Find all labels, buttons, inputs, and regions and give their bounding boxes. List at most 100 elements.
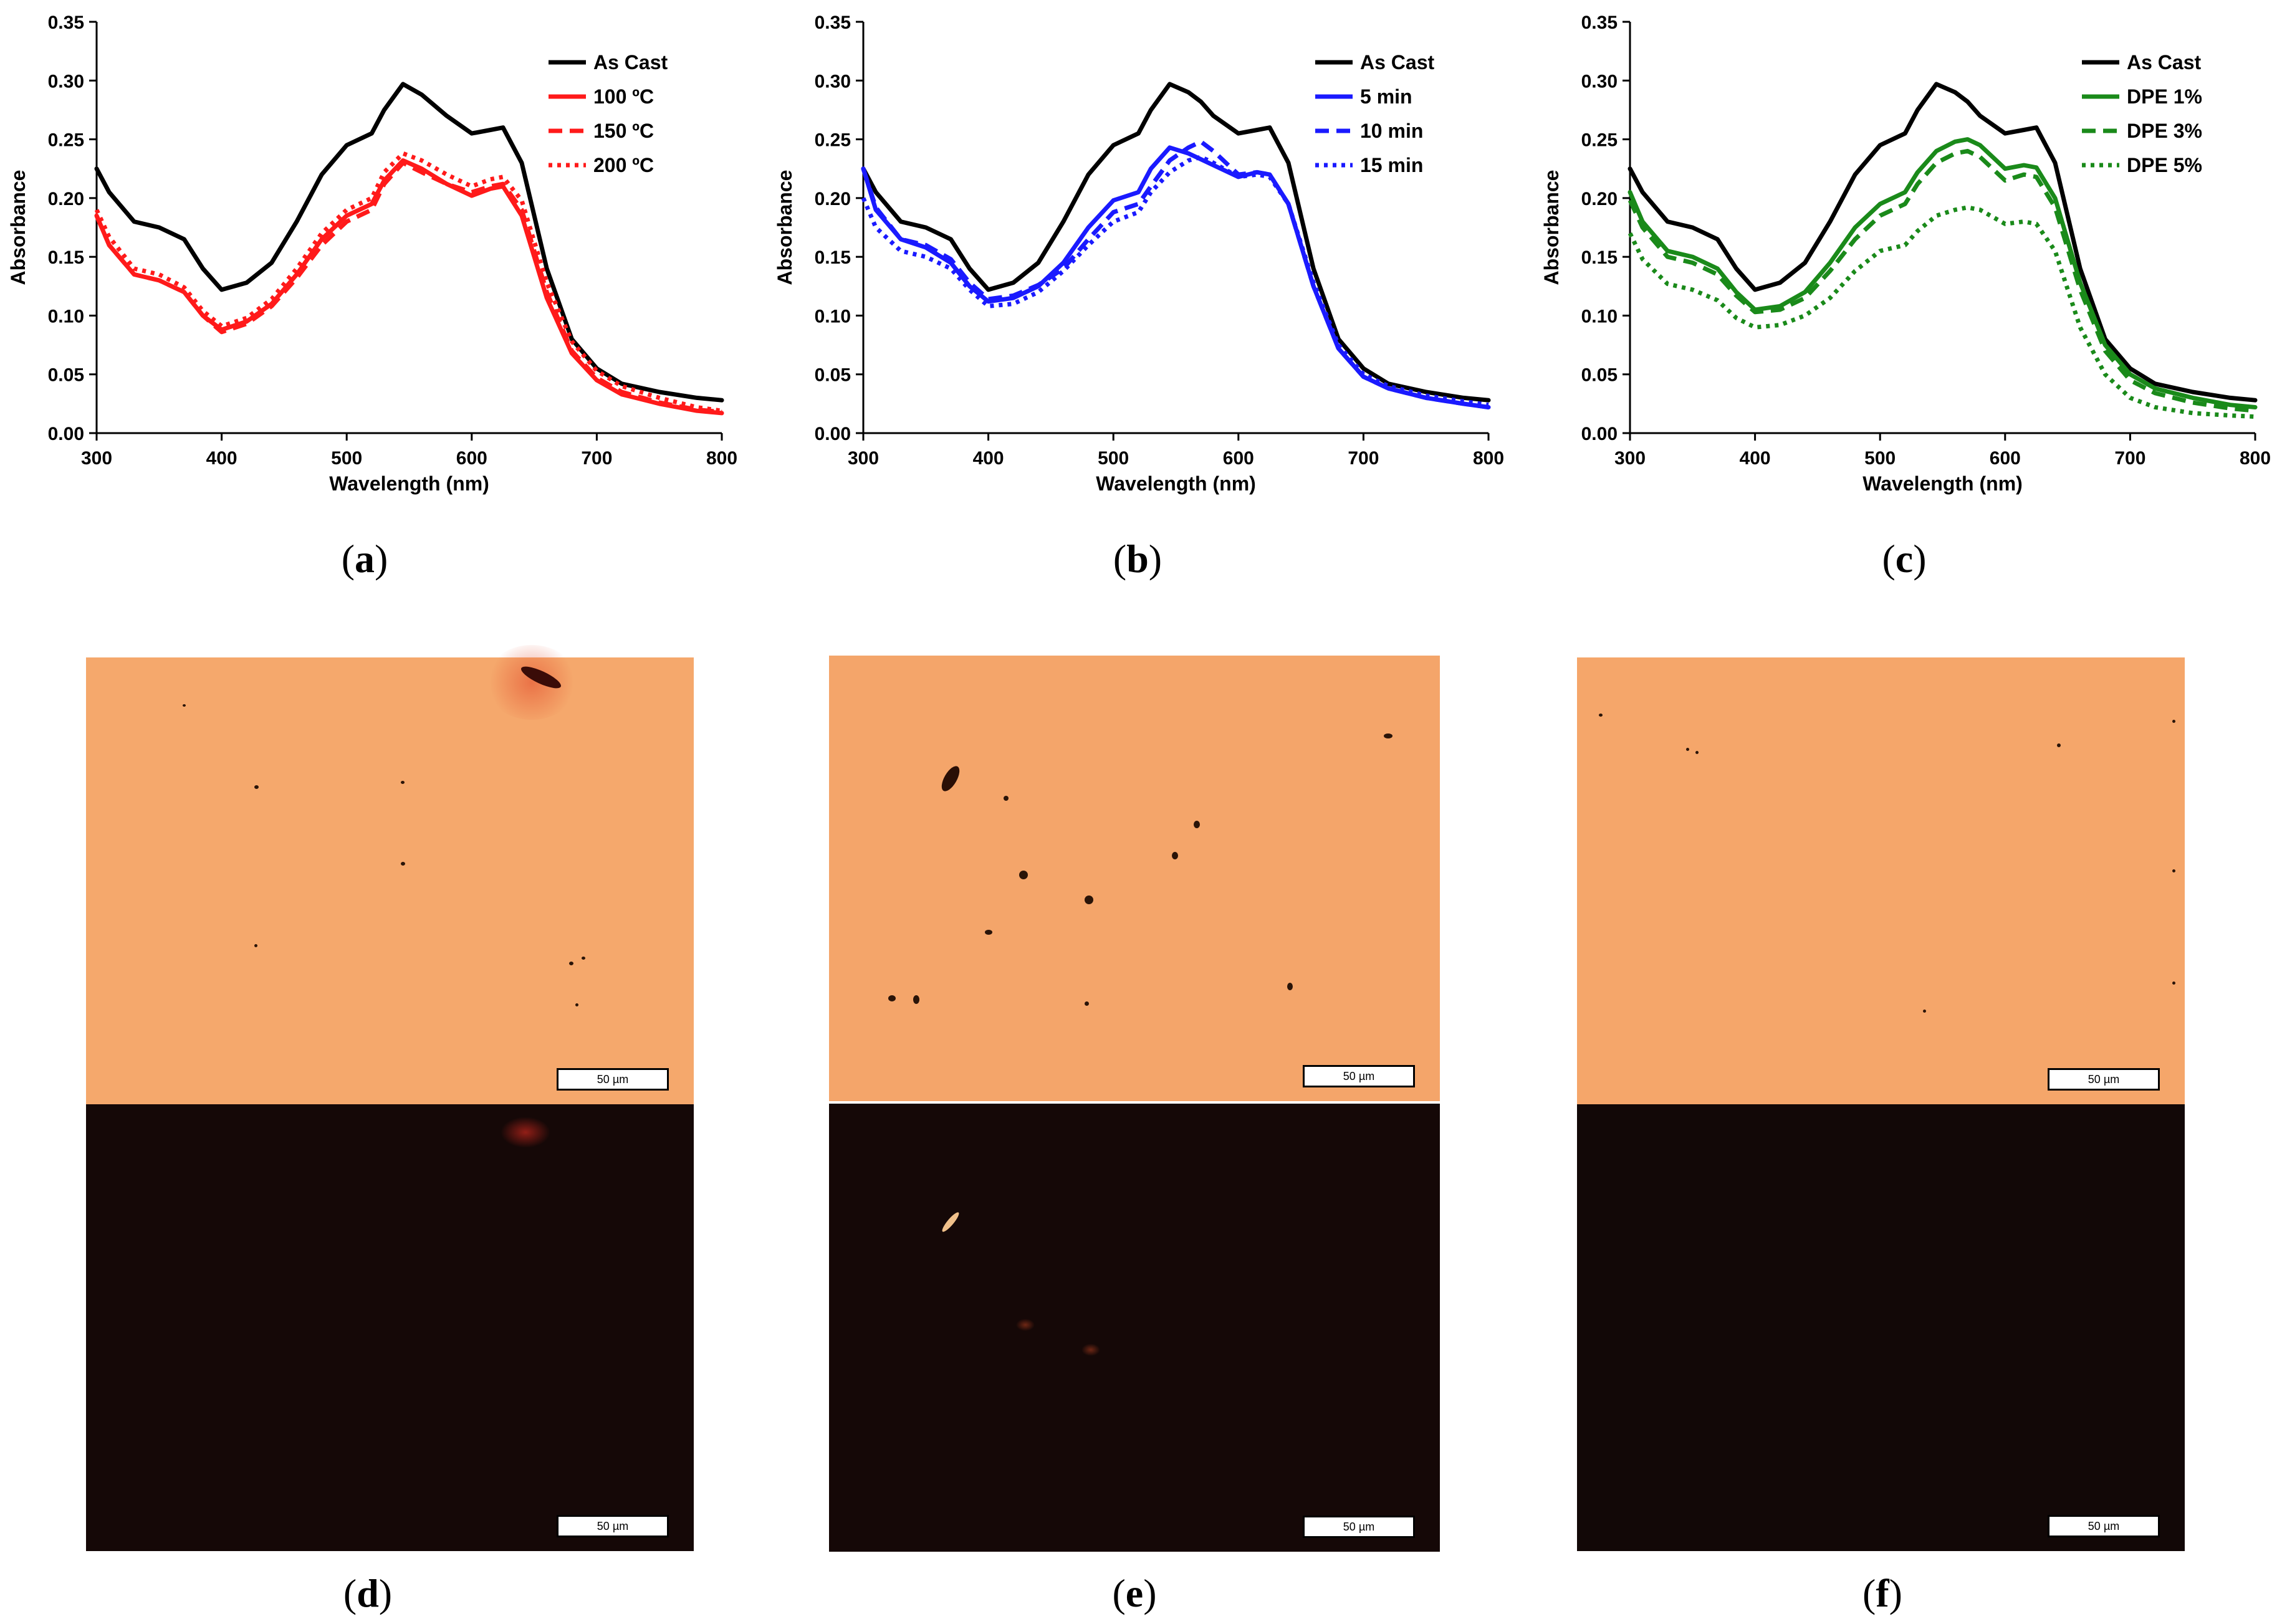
scale-bar-f1: 50 µm: [2048, 1068, 2160, 1091]
panel-label-d: (d): [343, 1571, 393, 1615]
x-tick-label: 700: [581, 448, 612, 469]
micrograph-d-glow: [485, 645, 578, 720]
micrograph-e-particle: [913, 995, 919, 1004]
micrograph-d-particle: [254, 785, 259, 789]
x-tick-label: 400: [206, 448, 237, 469]
series-line-dpe-1-: [1627, 137, 2258, 409]
scale-bar-d1: 50 µm: [557, 1068, 669, 1091]
legend-label: 150 ºC: [593, 120, 654, 142]
y-tick-label: 0.30: [815, 71, 851, 92]
micrograph-e-particle: [888, 995, 896, 1001]
y-tick-label: 0.35: [48, 12, 84, 33]
micrograph-e-dark-streak: [940, 1210, 961, 1234]
y-tick-label: 0.10: [1581, 306, 1618, 327]
micrograph-d-particle: [183, 704, 186, 707]
chart-a-svg: 0.00 0.05 0.10 0.15 0.20 0.25 0.30 0.35 300 400 50…: [7, 12, 737, 495]
y-tick-label: 0.30: [48, 71, 84, 92]
micrograph-f: 50 µm 50 µm: [1577, 657, 2185, 1551]
legend-label: DPE 3%: [2127, 120, 2202, 142]
y-tick-label: 0.20: [48, 189, 84, 209]
x-tick-label: 600: [456, 448, 487, 469]
y-tick-label: 0.25: [1581, 130, 1618, 151]
series-line-10-min: [861, 139, 1489, 409]
series-line-dpe-5-: [1627, 205, 2256, 419]
micrograph-d-particle: [254, 944, 257, 947]
y-tick-label: 0.20: [815, 189, 851, 209]
y-tick-label: 0.25: [48, 130, 84, 151]
y-tick-label: 0.05: [815, 365, 851, 386]
micrograph-f-particle: [1686, 748, 1689, 751]
panel-label-c: (c): [1882, 537, 1927, 581]
micrograph-d-particle: [401, 781, 405, 784]
y-tick-label: 0.10: [48, 306, 84, 327]
y-tick-label: 0.35: [815, 12, 851, 33]
y-tick-label: 0.15: [1581, 247, 1618, 268]
y-tick-label: 0.05: [1581, 365, 1618, 386]
y-tick-label: 0.00: [815, 424, 851, 444]
y-tick-label: 0.20: [1581, 189, 1618, 209]
series-line-15-min: [861, 155, 1489, 408]
chart-b-svg: 0.00 0.05 0.10 0.15 0.20 0.25 0.30 0.35 300 400 50…: [774, 12, 1504, 495]
x-tick-label: 700: [2114, 448, 2145, 469]
x-tick-label: 500: [1864, 448, 1896, 469]
y-tick-label: 0.05: [48, 365, 84, 386]
micrograph-f-particle: [1923, 1010, 1926, 1013]
micrograph-e-dark-glow: [1081, 1344, 1100, 1356]
legend-label: 200 ºC: [593, 154, 654, 176]
legend-label: 15 min: [1360, 154, 1423, 176]
legend-label: 5 min: [1360, 85, 1412, 108]
scale-bar-e2: 50 µm: [1303, 1516, 1415, 1538]
legend-label: As Cast: [2127, 51, 2202, 74]
micrograph-e-bright: 50 µm: [829, 656, 1440, 1104]
micrograph-f-bright: 50 µm: [1577, 657, 2185, 1104]
x-tick-label: 500: [1098, 448, 1129, 469]
micrograph-e-particle: [1384, 733, 1393, 738]
x-tick-label: 300: [1614, 448, 1646, 469]
micrograph-e-particle: [1004, 796, 1009, 801]
micrograph-e: 50 µm 50 µm: [829, 656, 1440, 1552]
y-tick-label: 0.30: [1581, 71, 1618, 92]
chart-c: 0.00 0.05 0.10 0.15 0.20 0.25 0.30 0.35 300 400 50…: [1533, 0, 2275, 511]
scale-bar-e1: 50 µm: [1303, 1065, 1415, 1087]
micrograph-d-dark-glow: [501, 1117, 550, 1148]
y-tick-label: 0.25: [815, 130, 851, 151]
series-line-5-min: [861, 145, 1491, 409]
micrograph-d-particle: [569, 962, 573, 965]
micrograph-d-particle: [582, 957, 585, 960]
panel-label-e: (e): [1112, 1571, 1157, 1615]
legend-label: 10 min: [1360, 120, 1423, 142]
x-axis-label: Wavelength (nm): [1096, 472, 1256, 495]
y-tick-label: 0.10: [815, 306, 851, 327]
micrograph-f-particle: [2172, 720, 2175, 723]
micrograph-d-dark: 50 µm: [86, 1104, 694, 1551]
chart-c-svg: 0.00 0.05 0.10 0.15 0.20 0.25 0.30 0.35 300 400 50…: [1540, 12, 2271, 495]
legend-label: 100 ºC: [593, 85, 654, 108]
micrograph-f-particle: [1599, 714, 1603, 717]
micrograph-e-dark: 50 µm: [829, 1104, 1440, 1552]
micrograph-e-dark-glow: [1016, 1319, 1035, 1331]
micrograph-e-particle: [1085, 896, 1093, 904]
micrograph-f-particle: [1695, 751, 1699, 754]
micrograph-f-particle: [2057, 743, 2061, 747]
x-tick-label: 800: [1473, 448, 1504, 469]
micrograph-d-bright: 50 µm: [86, 645, 694, 1104]
scale-bar-f2: 50 µm: [2048, 1515, 2160, 1537]
panel-label-a: (a): [341, 537, 388, 581]
chart-b: 0.00 0.05 0.10 0.15 0.20 0.25 0.30 0.35 300 400 50…: [767, 0, 1508, 511]
series-line-200-c: [94, 151, 722, 413]
micrograph-f-particle: [2172, 982, 2175, 985]
legend-label: As Cast: [1360, 51, 1435, 74]
micrograph-d: 50 µm 50 µm: [86, 645, 694, 1551]
x-tick-label: 800: [2240, 448, 2271, 469]
y-axis-label: Absorbance: [1540, 170, 1563, 285]
y-tick-label: 0.00: [1581, 424, 1618, 444]
panel-label-b: (b): [1113, 537, 1162, 581]
y-axis-label: Absorbance: [774, 170, 796, 285]
x-tick-label: 600: [1223, 448, 1254, 469]
x-tick-label: 300: [848, 448, 879, 469]
y-tick-label: 0.15: [815, 247, 851, 268]
panel-label-f: (f): [1862, 1571, 1902, 1615]
micrograph-e-particle: [1019, 871, 1028, 879]
x-tick-label: 400: [1740, 448, 1771, 469]
x-tick-label: 400: [973, 448, 1004, 469]
